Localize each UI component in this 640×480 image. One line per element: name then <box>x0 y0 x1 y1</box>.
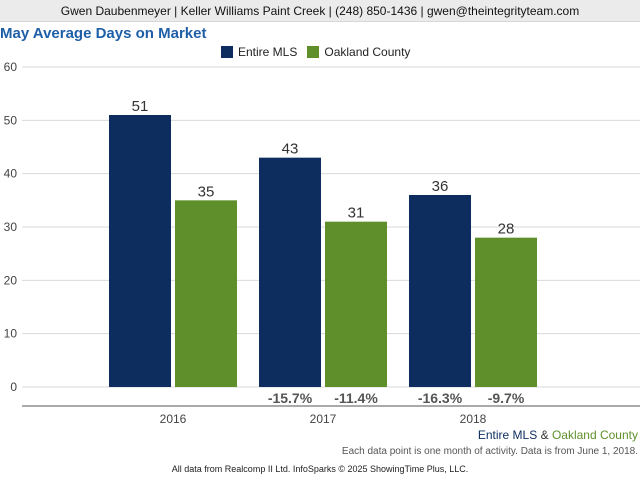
x-tick-label: 2017 <box>310 412 337 426</box>
x-tick-label: 2016 <box>160 412 187 426</box>
legend-label-oakland-county: Oakland County <box>324 45 411 59</box>
bar-value-label: 31 <box>348 205 365 222</box>
y-tick-label: 20 <box>4 273 18 287</box>
footer-series-line: Entire MLS & Oakland County <box>478 428 638 442</box>
legend-swatch-oakland-county <box>307 46 320 58</box>
legend-item-entire-mls[interactable]: Entire MLS <box>221 45 297 59</box>
bar-oakland-county <box>175 200 237 387</box>
bar-entire-mls <box>409 195 471 387</box>
legend-item-oakland-county[interactable]: Oakland County <box>307 45 410 59</box>
bar-value-label: 28 <box>498 221 515 238</box>
bar-value-label: 35 <box>198 183 215 200</box>
legend-swatch-entire-mls <box>221 46 233 58</box>
percent-change-label: -15.7% <box>268 390 313 406</box>
header-contact-text: Gwen Daubenmeyer | Keller Williams Paint… <box>60 3 580 18</box>
bar-value-label: 36 <box>432 178 449 195</box>
y-tick-label: 10 <box>4 327 18 341</box>
footer-series-entire-mls: Entire MLS <box>477 428 538 442</box>
footer-data-note: Each data point is one month of activity… <box>341 446 638 457</box>
percent-change-label: -16.3% <box>418 390 463 406</box>
bar-entire-mls <box>109 115 171 387</box>
footer-source: All data from Realcomp II Ltd. InfoSpark… <box>171 464 469 474</box>
footer-series-separator: & <box>540 428 549 442</box>
percent-change-label: -9.7% <box>488 390 525 406</box>
chart-legend: Entire MLS Oakland County <box>221 45 420 59</box>
bar-value-label: 43 <box>282 141 299 158</box>
footer-series-oakland-county: Oakland County <box>551 428 638 442</box>
y-tick-label: 50 <box>4 113 18 127</box>
bar-oakland-county <box>475 237 537 387</box>
y-tick-label: 30 <box>4 220 18 234</box>
y-tick-label: 40 <box>4 167 18 181</box>
header-bar: Gwen Daubenmeyer | Keller Williams Paint… <box>0 0 640 22</box>
y-tick-label: 60 <box>4 60 18 74</box>
x-tick-label: 2018 <box>460 412 487 426</box>
bar-entire-mls <box>259 157 321 387</box>
chart-title: May Average Days on Market <box>0 25 207 42</box>
y-tick-label: 0 <box>10 380 17 394</box>
legend-label-entire-mls: Entire MLS <box>238 45 298 59</box>
percent-change-label: -11.4% <box>334 390 378 406</box>
bar-oakland-county <box>325 221 387 387</box>
bar-value-label: 51 <box>132 98 149 115</box>
